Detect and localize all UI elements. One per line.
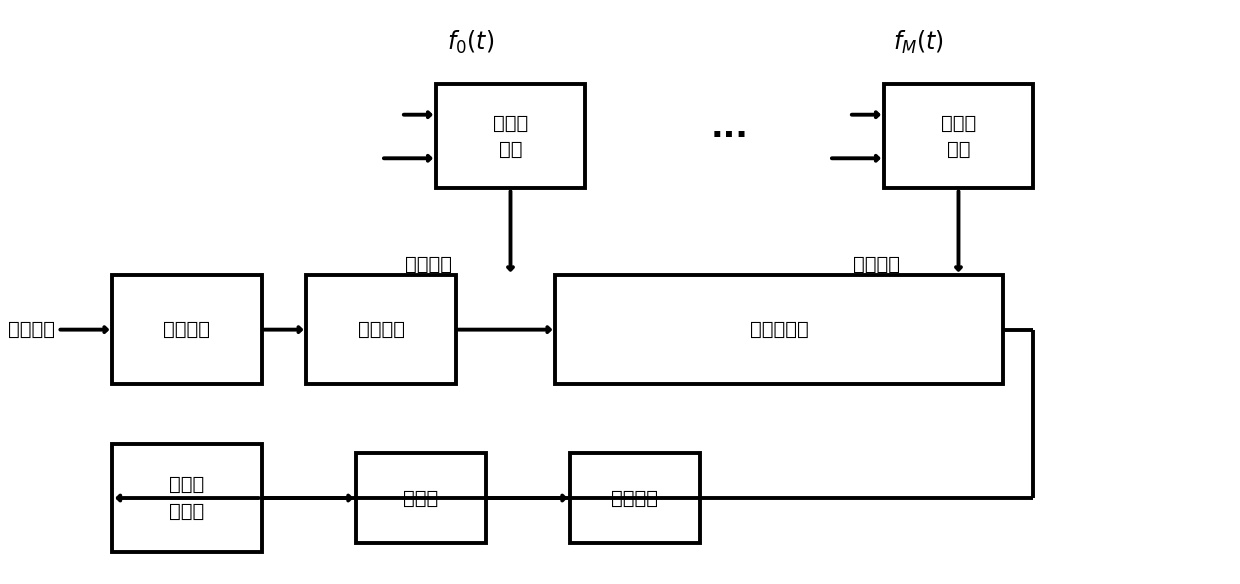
Bar [306,275,456,384]
Bar [884,85,1033,189]
Bar [113,275,262,384]
Text: $f_0(t)$: $f_0(t)$ [448,29,495,56]
Text: 调频指数: 调频指数 [405,255,453,274]
Text: 信号选择器: 信号选择器 [750,320,808,339]
Text: $f_M(t)$: $f_M(t)$ [893,29,944,56]
Text: 调频指数: 调频指数 [853,255,900,274]
Text: 信息数据: 信息数据 [7,320,55,339]
Text: 换能器: 换能器 [403,489,439,507]
Bar [113,443,262,552]
Text: 信源编码: 信源编码 [164,320,211,339]
Bar [356,453,486,543]
Text: 水声信道: 水声信道 [611,489,658,507]
Bar [435,85,585,189]
Bar [570,453,699,543]
Text: 调谐产
生器: 调谐产 生器 [492,114,528,159]
Text: ···: ··· [711,120,749,153]
Bar [556,275,1003,384]
Text: 调谐产
生器: 调谐产 生器 [941,114,976,159]
Text: 加入保
护间隔: 加入保 护间隔 [170,475,205,521]
Text: 信道编码: 信道编码 [357,320,404,339]
